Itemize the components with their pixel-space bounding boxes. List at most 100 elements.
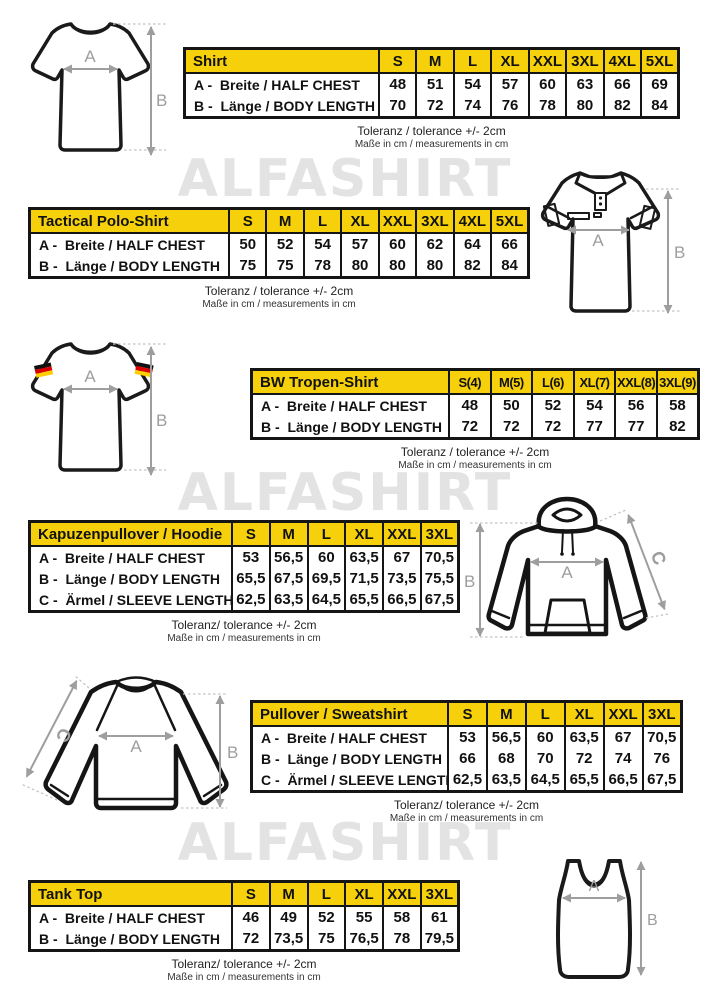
size-column-header: XL(7) — [572, 369, 616, 395]
measurement-label: A - Breite / HALF CHEST — [194, 76, 360, 93]
guide-lines — [113, 23, 166, 151]
measure-arrow-a — [567, 225, 630, 235]
size-column-header: XL — [563, 701, 604, 727]
size-column-header: M(5) — [489, 369, 533, 395]
tolerance-note: Toleranz/ tolerance +/- 2cm — [171, 957, 317, 971]
measurement-value: 67 — [602, 726, 643, 748]
measurement-value: 66 — [447, 748, 487, 769]
measure-arrow-b — [636, 861, 646, 976]
tshirt-outline — [30, 342, 151, 472]
measurement-value: 66,5 — [382, 589, 421, 612]
measurement-label: A - Breite / HALF CHEST — [39, 909, 205, 926]
measurement-value: 63,5 — [485, 769, 526, 792]
measurement-label: A - Breite / HALF CHEST — [39, 549, 205, 566]
measure-label-a: A — [84, 47, 96, 66]
tolerance-note: Toleranz/ tolerance +/- 2cm — [171, 618, 317, 632]
size-column-header: 4XL — [452, 208, 492, 234]
measurement-value: 82 — [602, 95, 642, 118]
measurement-value: 72 — [531, 416, 574, 439]
tshirt-outline — [30, 22, 151, 152]
measurement-value: 72 — [563, 748, 604, 769]
measurement-value: 60 — [306, 546, 346, 568]
measurement-value: 70 — [524, 748, 565, 769]
measurement-value: 56 — [614, 394, 657, 416]
measurement-value: 72 — [489, 416, 533, 439]
measure-label-a: A — [592, 231, 604, 250]
measurement-label: B - Länge / BODY LENGTH — [39, 930, 220, 947]
measurement-value: 75,5 — [419, 568, 459, 589]
size-column-header: L — [306, 881, 346, 907]
measure-label-b: B — [227, 743, 238, 762]
polo-outline — [540, 171, 661, 313]
size-column-header: S — [447, 701, 487, 727]
size-column-header: M — [485, 701, 526, 727]
size-column-header: 4XL — [602, 48, 642, 74]
measurement-label: B - Länge / BODY LENGTH — [261, 418, 442, 435]
table-title: BW Tropen-Shirt — [251, 369, 449, 395]
german-flag-icon — [34, 362, 54, 378]
size-table: Shirt S M L XL XXL 3XL 4XL 5XL A - Breite / HALF … — [183, 47, 680, 119]
size-table: BW Tropen-Shirt S(4) M(5) L(6) XL(7) XXL(8) 3X… — [250, 368, 700, 440]
measurement-value: 79,5 — [419, 928, 459, 951]
measurement-value: 52 — [265, 233, 304, 255]
size-column-header: L — [524, 701, 565, 727]
size-column-header: 3XL — [419, 881, 459, 907]
measurement-value: 72 — [448, 416, 491, 439]
bw-tropen-table-block: BW Tropen-Shirt S(4) M(5) L(6) XL(7) XXL(8) 3X… — [250, 368, 700, 473]
measurement-value: 53 — [231, 546, 270, 568]
size-column-header: 5XL — [490, 208, 529, 234]
measurement-value: 66,5 — [602, 769, 643, 792]
measurement-value: 80 — [415, 255, 454, 278]
measure-label-a: A — [589, 878, 600, 895]
size-table: Tank Top S M L XL XXL 3XL A - Breite / HALF CHE… — [28, 880, 460, 952]
measurement-value: 74 — [452, 95, 492, 118]
measure-arrow-b — [663, 190, 673, 314]
measure-label-b: B — [464, 572, 475, 591]
size-column-header: M — [268, 881, 308, 907]
table-notes: Toleranz / tolerance +/- 2cm Maße in cm … — [250, 445, 700, 473]
measurement-value: 73,5 — [268, 928, 308, 951]
size-column-header: 3XL — [565, 48, 604, 74]
measurement-label: A - Breite / HALF CHEST — [261, 729, 427, 746]
measurement-value: 63,5 — [563, 726, 604, 748]
guide-lines — [470, 509, 669, 638]
measurement-value: 67 — [382, 546, 421, 568]
measure-arrow-b — [215, 695, 225, 808]
kangaroo-pocket — [543, 598, 592, 635]
size-column-header: M — [265, 208, 304, 234]
measurement-value: 78 — [302, 255, 342, 278]
guide-lines — [113, 343, 166, 471]
measurement-label: A - Breite / HALF CHEST — [39, 236, 205, 253]
size-column-header: XL — [490, 48, 529, 74]
measurement-value: 80 — [377, 255, 417, 278]
measurement-value: 53 — [447, 726, 487, 748]
measure-label-a: A — [130, 737, 142, 756]
measurement-value: 60 — [527, 73, 567, 95]
table-title: Tank Top — [29, 881, 232, 907]
measure-arrow-a — [63, 384, 118, 394]
tolerance-note: Toleranz / tolerance +/- 2cm — [400, 445, 550, 459]
measurement-value: 60 — [377, 233, 417, 255]
table-notes: Toleranz / tolerance +/- 2cm Maße in cm … — [28, 284, 530, 312]
measurement-value: 55 — [344, 906, 383, 928]
units-note: Maße in cm / measurements in cm — [167, 972, 321, 983]
table-notes: Toleranz / tolerance +/- 2cm Maße in cm … — [183, 124, 680, 152]
alfashirt-watermark: ALFASHIRT — [177, 149, 513, 209]
measurement-value: 66 — [490, 233, 529, 255]
measure-arrow-b — [146, 346, 156, 476]
measurement-value: 60 — [524, 726, 565, 748]
measurement-value: 63,5 — [344, 546, 383, 568]
measurement-value: 62,5 — [447, 769, 487, 792]
chest-patch — [567, 212, 590, 220]
measurement-value: 80 — [340, 255, 379, 278]
tshirt-diagram: A B — [30, 22, 167, 156]
measurement-value: 63,5 — [268, 589, 308, 612]
measurement-value: 67,5 — [268, 568, 308, 589]
measurement-value: 54 — [302, 233, 342, 255]
units-note: Maße in cm / measurements in cm — [398, 460, 552, 471]
measurement-value: 65,5 — [563, 769, 604, 792]
size-column-header: S(4) — [448, 369, 491, 395]
measurement-label: C - Ärmel / SLEEVE LENGTH — [39, 591, 232, 608]
units-note: Maße in cm / measurements in cm — [167, 633, 321, 644]
